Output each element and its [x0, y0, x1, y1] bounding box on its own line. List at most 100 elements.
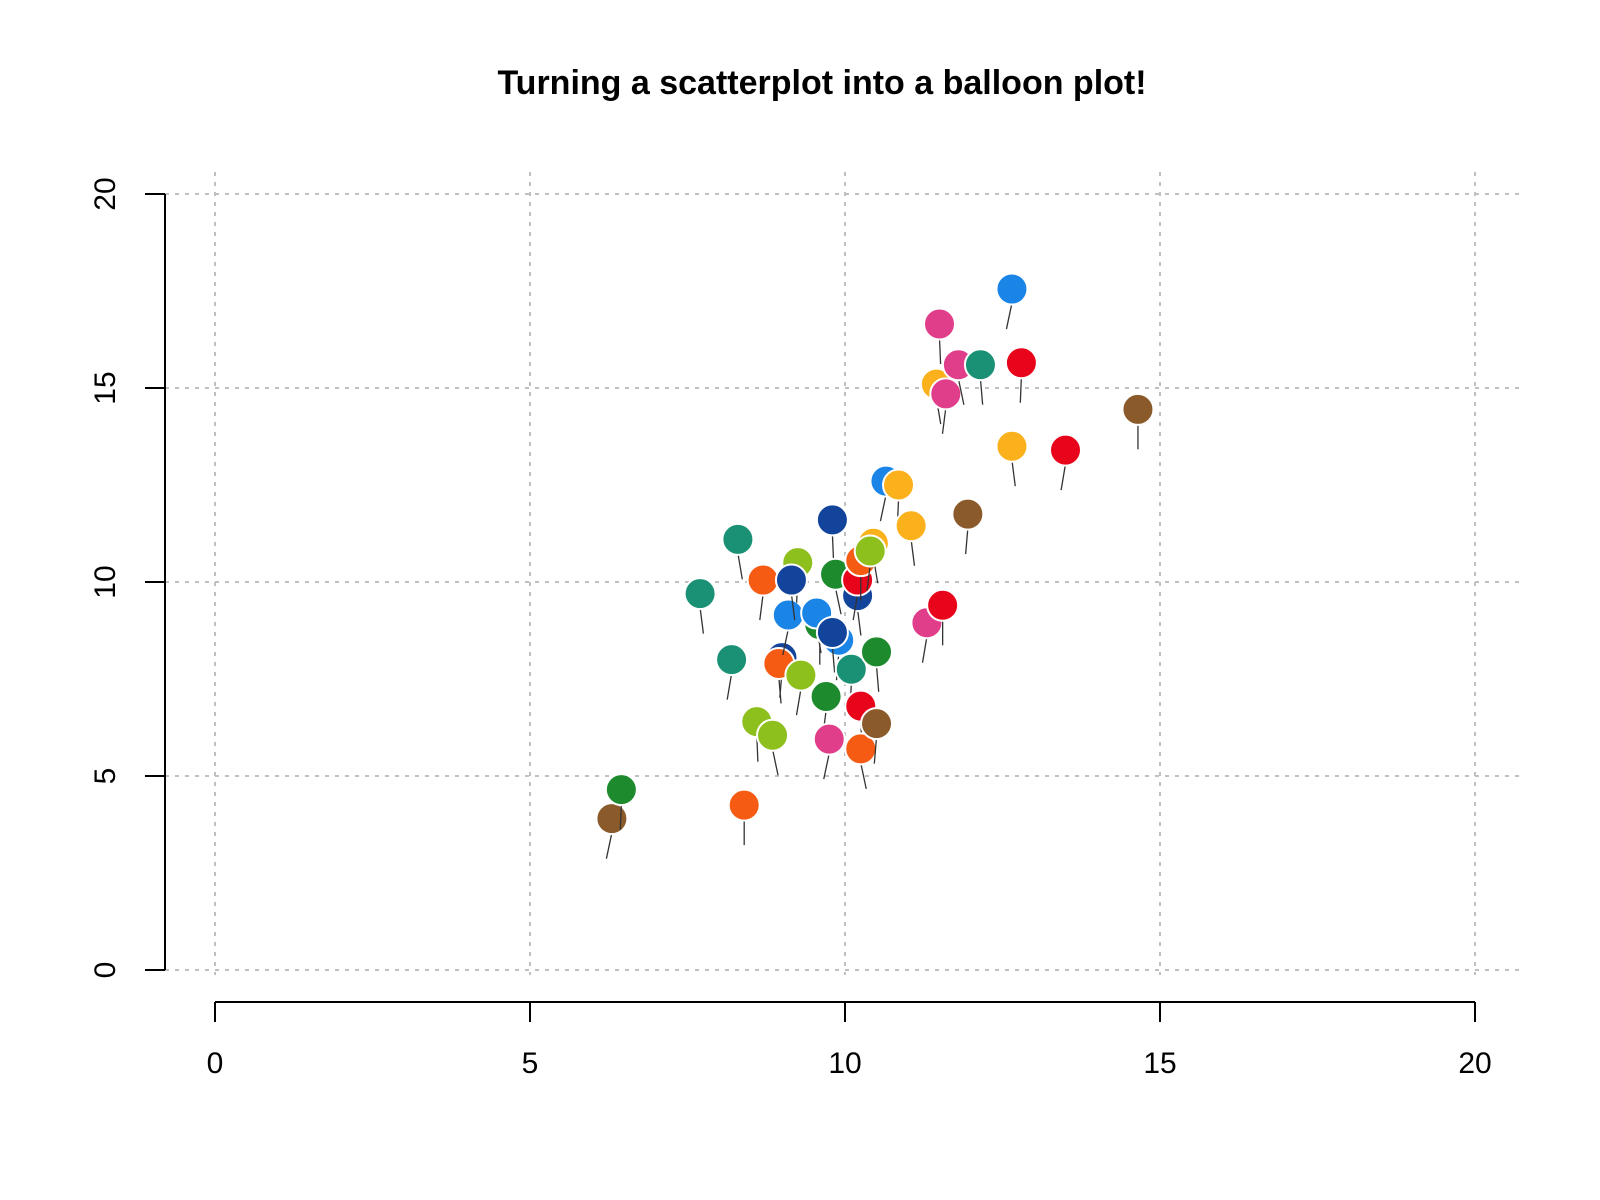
- y-tick-label: 5: [89, 768, 122, 785]
- balloon-point: [784, 658, 818, 716]
- balloon-string: [910, 539, 916, 566]
- balloon-point: [834, 652, 868, 710]
- x-axis-ticks: 0 5 10 15 20: [207, 1002, 1492, 1080]
- balloon-point: [715, 643, 749, 700]
- balloon-marker: [815, 615, 849, 649]
- balloon-point: [995, 429, 1029, 487]
- balloon-string: [941, 407, 947, 434]
- balloon-string: [1060, 463, 1067, 491]
- y-tick-label: 0: [89, 962, 122, 979]
- balloon-string: [782, 628, 789, 656]
- balloon-marker: [1049, 433, 1082, 467]
- balloon-string: [831, 533, 835, 560]
- x-tick-label: 15: [1143, 1047, 1176, 1080]
- balloon-string: [860, 762, 867, 789]
- balloon-marker: [882, 468, 916, 502]
- y-tick-label: 10: [89, 565, 122, 598]
- balloon-string: [1019, 376, 1023, 403]
- balloon-string: [790, 593, 796, 621]
- balloon-marker: [727, 788, 761, 822]
- balloon-marker: [995, 272, 1029, 306]
- balloon-marker: [923, 307, 956, 341]
- balloon-point: [1049, 433, 1082, 491]
- balloon-string: [823, 753, 830, 780]
- balloon-marker: [771, 598, 805, 632]
- balloon-point: [595, 802, 629, 859]
- balloon-marker: [894, 509, 928, 543]
- balloon-string: [834, 588, 842, 615]
- balloon-string: [938, 337, 942, 365]
- balloon-point: [929, 377, 963, 434]
- balloon-point: [951, 497, 985, 555]
- balloon-marker: [844, 732, 878, 766]
- balloon-string: [699, 607, 705, 634]
- balloon-points: [595, 272, 1155, 859]
- x-tick-label: 0: [207, 1047, 224, 1080]
- balloon-string: [1011, 460, 1016, 487]
- balloon-marker: [815, 503, 849, 537]
- balloon-marker: [1004, 346, 1038, 380]
- balloon-marker: [926, 588, 960, 622]
- balloon-string: [866, 564, 871, 592]
- balloon-point: [812, 722, 846, 780]
- balloon-point: [860, 635, 893, 692]
- balloon-point: [815, 503, 849, 560]
- x-tick-label: 5: [522, 1047, 539, 1080]
- balloon-string: [979, 378, 984, 405]
- balloon-point: [853, 534, 887, 592]
- balloon-marker: [860, 635, 893, 669]
- balloon-marker: [721, 522, 755, 556]
- balloon-marker: [809, 679, 843, 713]
- y-axis-ticks: 0 5 10 15 20: [89, 177, 165, 978]
- balloon-string: [921, 636, 928, 663]
- balloon-string: [726, 673, 733, 700]
- balloon-point: [756, 718, 790, 776]
- balloon-string: [879, 494, 887, 522]
- balloon-point: [727, 788, 761, 846]
- balloon-marker: [595, 802, 629, 836]
- grid-lines: [165, 172, 1522, 975]
- balloon-string: [737, 553, 743, 580]
- balloon-string: [619, 803, 622, 830]
- chart-title: Turning a scatterplot into a balloon plo…: [497, 64, 1146, 102]
- balloon-marker: [715, 643, 749, 677]
- balloon-point: [815, 615, 849, 673]
- balloon-string: [856, 609, 862, 636]
- balloon-marker: [995, 429, 1029, 463]
- balloon-string: [1005, 302, 1013, 330]
- balloon-marker: [604, 773, 638, 807]
- balloon-string: [771, 749, 779, 776]
- balloon-point: [809, 679, 843, 737]
- balloon-point: [894, 509, 928, 566]
- x-tick-label: 20: [1458, 1047, 1491, 1080]
- balloon-point: [604, 773, 638, 830]
- balloon-marker: [746, 563, 780, 597]
- balloon-point: [995, 272, 1029, 330]
- balloon-string: [875, 665, 880, 692]
- balloon-string: [778, 677, 782, 704]
- balloon-string: [873, 737, 878, 764]
- balloon-point: [844, 732, 878, 789]
- balloon-marker: [756, 718, 790, 752]
- balloon-marker: [1121, 392, 1155, 426]
- balloon-marker: [683, 577, 717, 611]
- balloon-point: [926, 588, 960, 646]
- balloon-marker: [784, 658, 818, 692]
- y-tick-label: 20: [89, 177, 122, 210]
- balloon-string: [759, 593, 764, 621]
- balloon-point: [774, 563, 808, 621]
- balloon-point: [963, 348, 997, 405]
- balloon-string: [852, 593, 859, 621]
- balloon-marker: [929, 377, 963, 411]
- balloon-marker: [812, 722, 846, 756]
- balloon-marker: [963, 348, 997, 382]
- y-tick-label: 15: [89, 371, 122, 404]
- balloon-string: [957, 378, 965, 405]
- x-tick-label: 10: [828, 1047, 861, 1080]
- balloon-string: [605, 832, 613, 859]
- balloon-point: [1121, 392, 1155, 450]
- balloon-marker: [774, 563, 808, 597]
- balloon-marker: [853, 534, 887, 568]
- balloon-point: [683, 577, 717, 634]
- balloon-marker: [834, 652, 868, 686]
